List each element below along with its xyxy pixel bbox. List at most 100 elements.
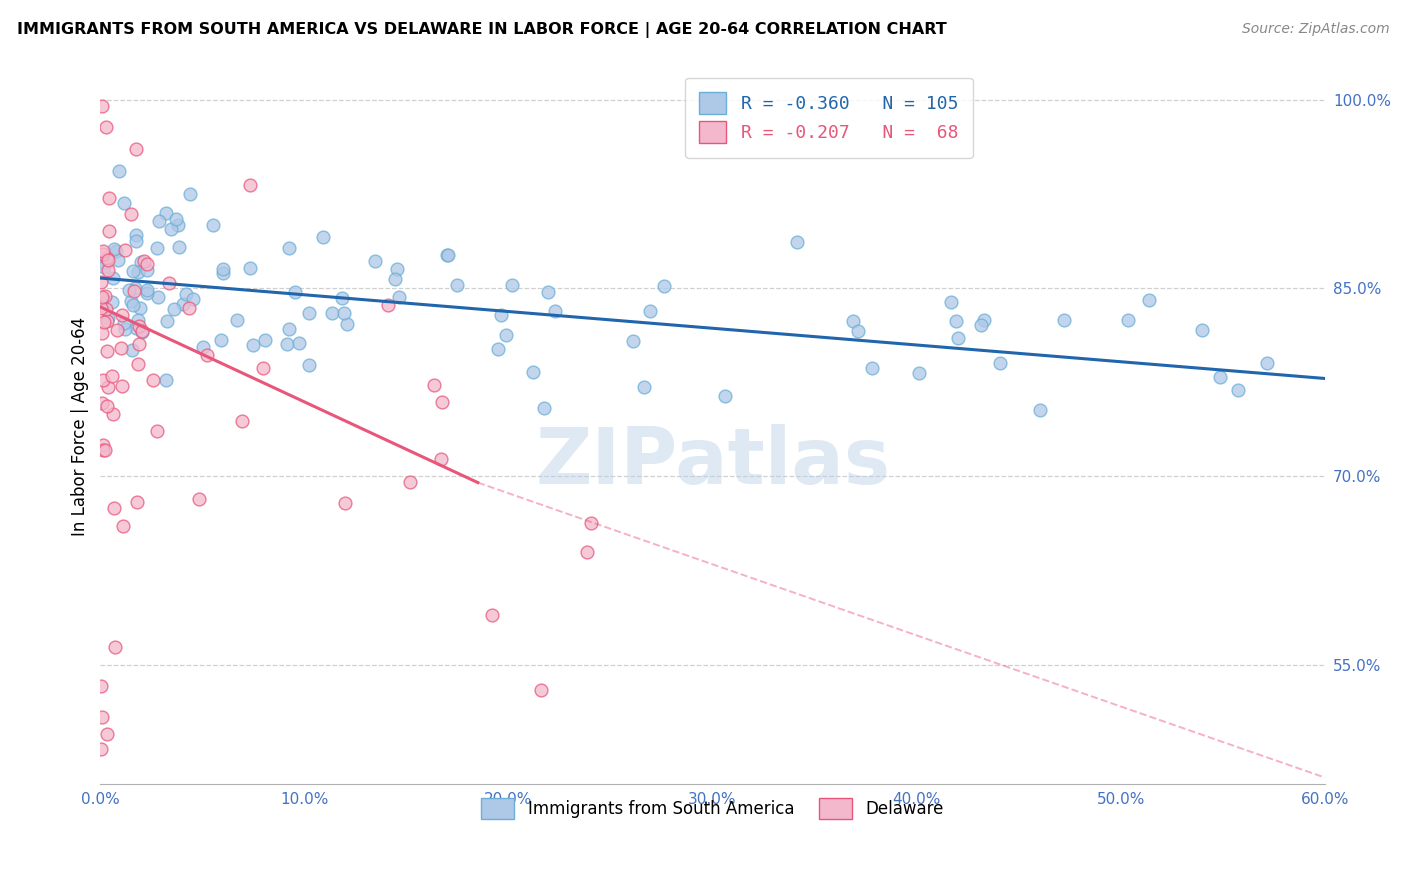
Point: [127, 357, 149, 371]
Point: [124, 284, 146, 298]
Point: [945, 314, 967, 328]
Point: [384, 272, 406, 286]
Point: [652, 279, 675, 293]
Point: [284, 285, 307, 299]
Point: [145, 241, 167, 255]
Point: [181, 292, 204, 306]
Point: [97, 253, 120, 268]
Point: [167, 240, 190, 254]
Point: [90, 679, 112, 693]
Point: [202, 218, 225, 232]
Point: [908, 366, 931, 380]
Point: [96, 120, 118, 135]
Point: [939, 295, 962, 310]
Point: [167, 219, 190, 233]
Point: [336, 317, 359, 331]
Point: [91, 438, 114, 452]
Point: [277, 241, 299, 255]
Point: [1029, 402, 1052, 417]
Point: [530, 683, 553, 698]
Point: [129, 255, 152, 269]
Point: [112, 316, 135, 330]
Point: [142, 373, 165, 387]
Point: [90, 275, 112, 289]
Point: [131, 325, 153, 339]
Point: [537, 285, 560, 300]
Point: [94, 289, 117, 303]
Point: [110, 341, 132, 355]
Point: [160, 222, 183, 236]
Point: [101, 407, 124, 421]
Point: [187, 491, 209, 506]
Point: [156, 314, 179, 328]
Point: [177, 301, 200, 315]
Point: [103, 242, 125, 256]
Point: [575, 545, 598, 559]
Point: [846, 324, 869, 338]
Point: [121, 298, 143, 312]
Point: [533, 401, 555, 416]
Point: [486, 342, 509, 356]
Point: [298, 358, 321, 372]
Point: [312, 230, 335, 244]
Point: [114, 243, 136, 257]
Point: [278, 321, 301, 335]
Point: [1256, 356, 1278, 370]
Point: [239, 178, 262, 193]
Point: [165, 211, 187, 226]
Point: [287, 335, 309, 350]
Point: [1052, 313, 1074, 327]
Point: [128, 337, 150, 351]
Point: [430, 452, 453, 467]
Point: [209, 333, 232, 347]
Point: [122, 264, 145, 278]
Point: [97, 263, 120, 277]
Point: [191, 340, 214, 354]
Point: [136, 283, 159, 297]
Point: [330, 291, 353, 305]
Point: [242, 338, 264, 352]
Text: Source: ZipAtlas.com: Source: ZipAtlas.com: [1241, 22, 1389, 37]
Point: [111, 308, 134, 322]
Point: [446, 278, 468, 293]
Point: [212, 266, 235, 280]
Point: [94, 442, 117, 457]
Point: [120, 294, 142, 309]
Point: [145, 424, 167, 438]
Legend: Immigrants from South America, Delaware: Immigrants from South America, Delaware: [474, 792, 950, 825]
Point: [107, 163, 129, 178]
Point: [231, 414, 253, 428]
Point: [127, 312, 149, 326]
Point: [522, 365, 544, 379]
Point: [124, 281, 146, 295]
Point: [105, 244, 128, 259]
Point: [101, 369, 124, 384]
Point: [128, 301, 150, 316]
Point: [117, 283, 139, 297]
Point: [155, 206, 177, 220]
Point: [91, 244, 114, 258]
Point: [96, 314, 118, 328]
Point: [276, 337, 298, 351]
Point: [430, 395, 453, 409]
Point: [101, 294, 124, 309]
Point: [127, 265, 149, 279]
Point: [136, 257, 159, 271]
Point: [399, 475, 422, 489]
Point: [125, 142, 148, 156]
Point: [91, 442, 114, 457]
Point: [1116, 313, 1139, 327]
Point: [388, 290, 411, 304]
Point: [333, 496, 356, 510]
Point: [128, 318, 150, 333]
Point: [91, 246, 114, 260]
Point: [1191, 323, 1213, 337]
Point: [239, 260, 262, 275]
Point: [225, 313, 247, 327]
Point: [98, 191, 121, 205]
Point: [489, 308, 512, 322]
Point: [211, 261, 233, 276]
Point: [988, 356, 1011, 370]
Point: [1227, 383, 1250, 397]
Point: [91, 326, 114, 340]
